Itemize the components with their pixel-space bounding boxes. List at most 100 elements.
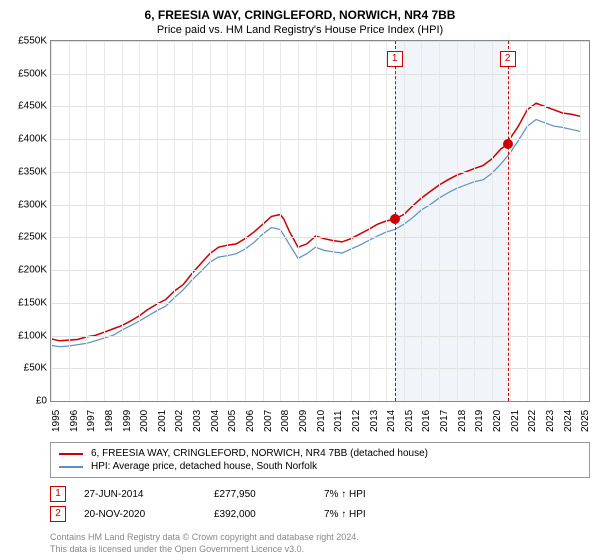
vertical-gridline [474,41,475,401]
footer-line: Contains HM Land Registry data © Crown c… [50,532,590,544]
y-axis-label: £100K [3,330,47,341]
y-axis-label: £350K [3,166,47,177]
x-axis-label: 2011 [333,410,344,432]
vertical-gridline [157,41,158,401]
vertical-gridline [333,41,334,401]
event-pct: 7% ↑ HPI [324,509,404,520]
x-axis-label: 2023 [545,410,556,432]
footer-attribution: Contains HM Land Registry data © Crown c… [50,532,590,555]
vertical-gridline [510,41,511,401]
x-axis-label: 2010 [316,410,327,432]
y-axis-label: £150K [3,297,47,308]
event-date: 27-JUN-2014 [84,489,214,500]
x-axis-label: 2019 [474,410,485,432]
legend-swatch [59,453,83,455]
y-axis-label: £0 [3,396,47,407]
chart-container: 6, FREESIA WAY, CRINGLEFORD, NORWICH, NR… [0,0,600,560]
vertical-gridline [263,41,264,401]
vertical-gridline [527,41,528,401]
event-price: £392,000 [214,509,324,520]
x-axis-label: 2003 [192,410,203,432]
x-axis-label: 2000 [139,410,150,432]
vertical-gridline [51,41,52,401]
x-axis-label: 2001 [157,410,168,432]
x-axis-label: 2012 [351,410,362,432]
vertical-gridline [192,41,193,401]
x-axis-label: 2008 [280,410,291,432]
vertical-gridline [563,41,564,401]
vertical-gridline [86,41,87,401]
vertical-gridline [210,41,211,401]
x-axis-label: 2014 [386,410,397,432]
x-axis-label: 2009 [298,410,309,432]
event-date: 20-NOV-2020 [84,509,214,520]
footer-line: This data is licensed under the Open Gov… [50,544,590,556]
vertical-gridline [69,41,70,401]
x-axis-label: 2020 [492,410,503,432]
event-row: 2 20-NOV-2020 £392,000 7% ↑ HPI [50,504,590,524]
vertical-gridline [369,41,370,401]
event-price: £277,950 [214,489,324,500]
vertical-gridline [439,41,440,401]
legend-label: HPI: Average price, detached house, Sout… [91,461,317,472]
event-number-box: 2 [50,506,66,522]
vertical-gridline [421,41,422,401]
vertical-gridline [298,41,299,401]
vertical-gridline [492,41,493,401]
legend-item: HPI: Average price, detached house, Sout… [59,460,581,473]
x-axis-label: 2005 [227,410,238,432]
event-dot [390,214,400,224]
vertical-gridline [580,41,581,401]
vertical-gridline [104,41,105,401]
event-marker-number: 1 [387,51,403,67]
x-axis-label: 1995 [51,410,62,432]
vertical-gridline [227,41,228,401]
y-axis-label: £200K [3,265,47,276]
vertical-gridline [316,41,317,401]
x-axis-label: 2024 [563,410,574,432]
vertical-gridline [404,41,405,401]
x-axis-label: 2006 [245,410,256,432]
x-axis-label: 2025 [580,410,591,432]
x-axis-label: 2013 [369,410,380,432]
y-axis-label: £450K [3,101,47,112]
event-marker-line [508,41,509,401]
y-axis-label: £500K [3,68,47,79]
y-axis-label: £50K [3,363,47,374]
x-axis-label: 2015 [404,410,415,432]
x-axis-label: 2022 [527,410,538,432]
x-axis-label: 2018 [457,410,468,432]
y-axis-label: £400K [3,134,47,145]
y-axis-label: £550K [3,36,47,47]
x-axis-label: 2021 [510,410,521,432]
vertical-gridline [386,41,387,401]
events-table: 1 27-JUN-2014 £277,950 7% ↑ HPI 2 20-NOV… [50,484,590,524]
chart-subtitle: Price paid vs. HM Land Registry's House … [0,22,600,40]
vertical-gridline [351,41,352,401]
y-axis-label: £300K [3,199,47,210]
chart-title: 6, FREESIA WAY, CRINGLEFORD, NORWICH, NR… [0,0,600,22]
legend-item: 6, FREESIA WAY, CRINGLEFORD, NORWICH, NR… [59,447,581,460]
chart-plot-area: £0£50K£100K£150K£200K£250K£300K£350K£400… [50,40,590,402]
event-pct: 7% ↑ HPI [324,489,404,500]
legend-swatch [59,466,83,468]
vertical-gridline [457,41,458,401]
vertical-gridline [545,41,546,401]
vertical-gridline [280,41,281,401]
x-axis-label: 1996 [69,410,80,432]
vertical-gridline [245,41,246,401]
x-axis-label: 2007 [263,410,274,432]
x-axis-label: 2016 [421,410,432,432]
legend-box: 6, FREESIA WAY, CRINGLEFORD, NORWICH, NR… [50,442,590,478]
y-axis-label: £250K [3,232,47,243]
x-axis-label: 1997 [86,410,97,432]
x-axis-label: 1998 [104,410,115,432]
vertical-gridline [139,41,140,401]
x-axis-label: 2004 [210,410,221,432]
x-axis-label: 2002 [174,410,185,432]
vertical-gridline [122,41,123,401]
event-dot [503,139,513,149]
event-row: 1 27-JUN-2014 £277,950 7% ↑ HPI [50,484,590,504]
x-axis-label: 2017 [439,410,450,432]
legend-label: 6, FREESIA WAY, CRINGLEFORD, NORWICH, NR… [91,448,428,459]
